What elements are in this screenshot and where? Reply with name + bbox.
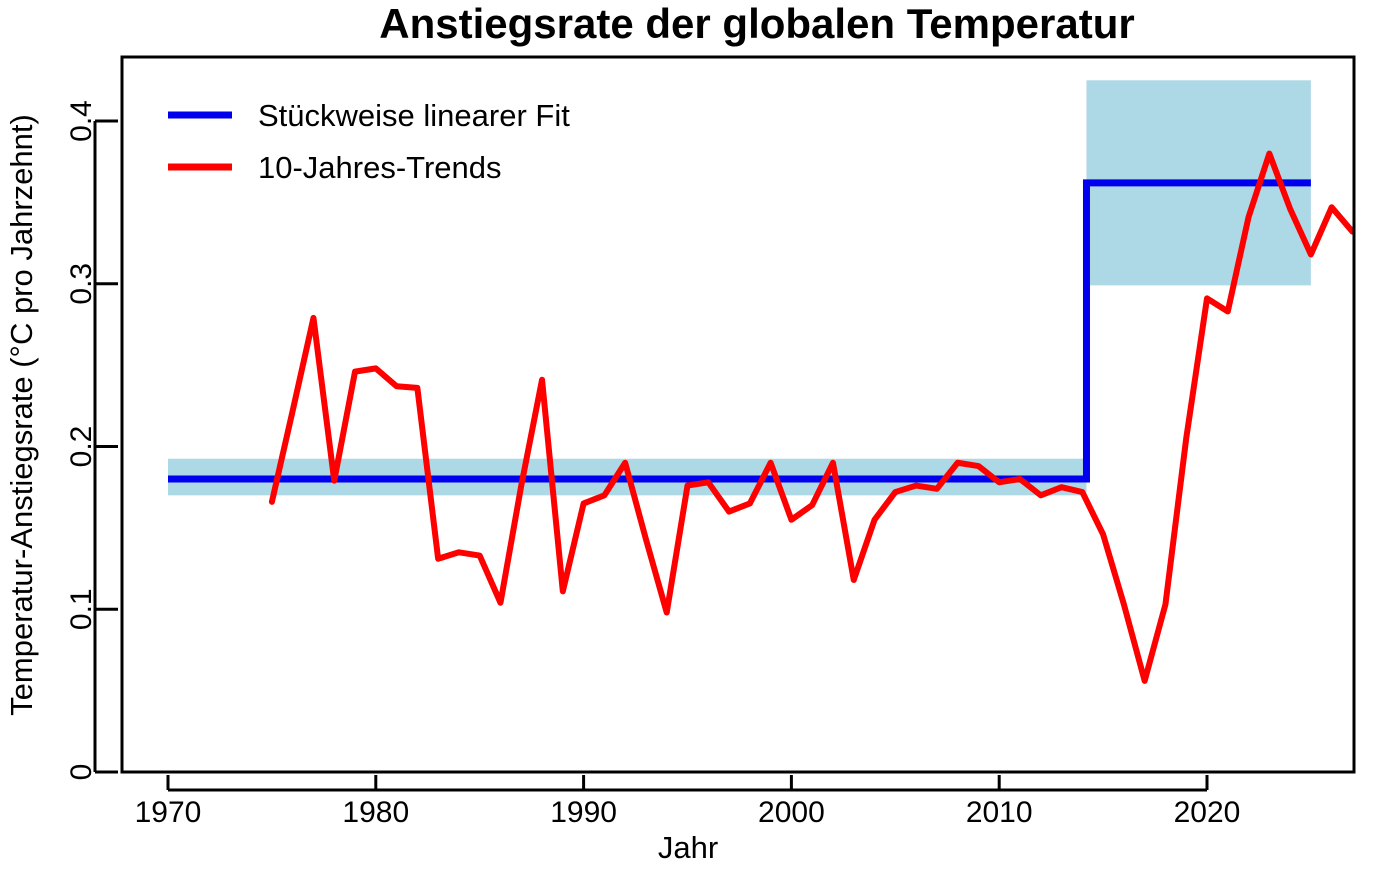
x-tick-label-1: 1980 (342, 796, 409, 829)
axes: 0 0.1 0.2 0.3 0.4 1970 1980 1990 2000 2010 2020 (65, 100, 1240, 829)
y-tick-label-1: 0.1 (65, 588, 98, 630)
x-tick-label-4: 2010 (966, 796, 1033, 829)
plot-frame (120, 55, 1356, 774)
legend: Stückweise linearer Fit 10-Jahres-Trends (168, 98, 570, 185)
x-tick-label-5: 2020 (1174, 796, 1241, 829)
y-tick-label-3: 0.3 (65, 263, 98, 305)
x-tick-label-3: 2000 (758, 796, 825, 829)
y-tick-label-2: 0.2 (65, 426, 98, 468)
legend-label-ten-year-trends: 10-Jahres-Trends (258, 150, 502, 185)
x-axis-title: Jahr (658, 830, 718, 865)
legend-label-piecewise-fit: Stückweise linearer Fit (258, 98, 570, 133)
ten-year-trends-line (268, 150, 1356, 684)
x-tick-label-0: 1970 (135, 796, 202, 829)
y-axis-title: Temperatur-Anstiegsrate (°C pro Jahrzehn… (4, 114, 39, 716)
y-tick-label-4: 0.4 (65, 100, 98, 142)
y-tick-label-0: 0 (65, 764, 98, 781)
page-title: Anstiegsrate der globalen Temperatur (379, 0, 1134, 47)
trend-polyline (268, 150, 1356, 684)
x-tick-label-2: 1990 (550, 796, 617, 829)
